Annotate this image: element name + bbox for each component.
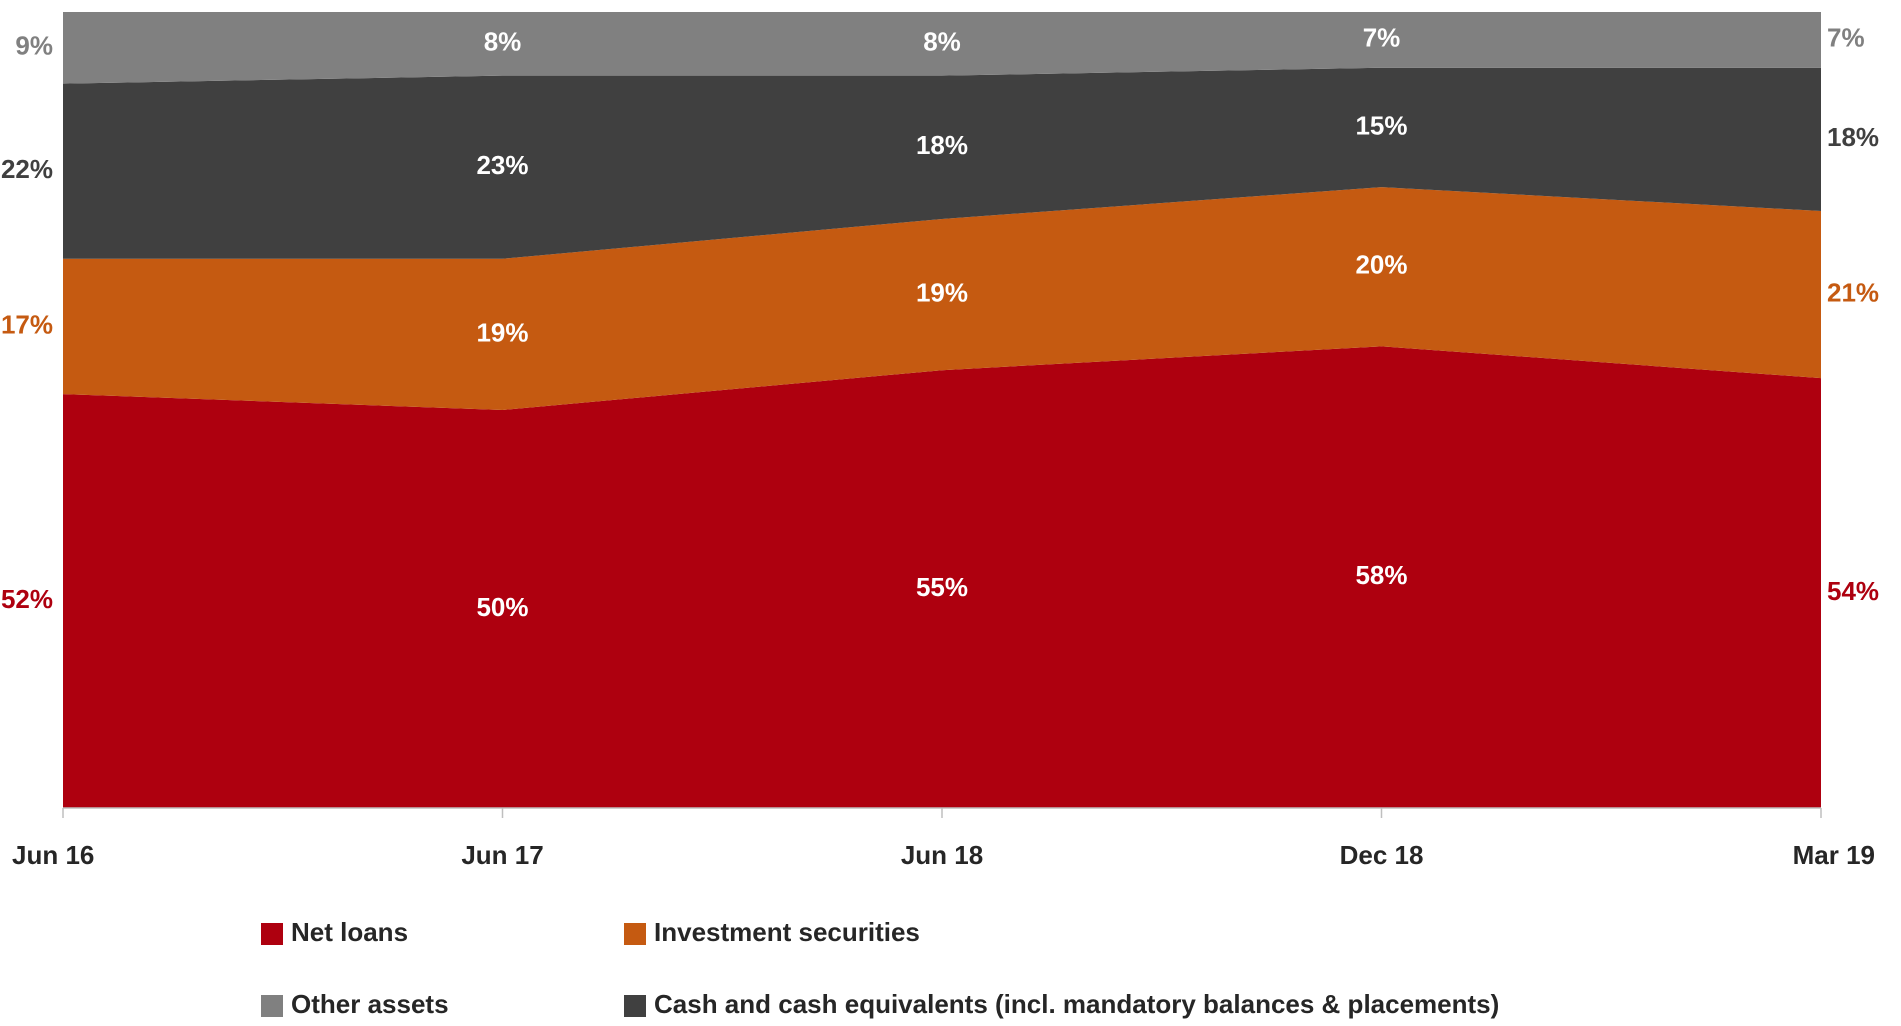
x-tick-label: Dec 18 — [1340, 840, 1424, 870]
data-label: 17% — [1, 309, 53, 339]
data-label: 58% — [1355, 560, 1407, 590]
legend-label: Net loans — [291, 917, 408, 947]
legend-swatch — [261, 995, 283, 1017]
area — [63, 346, 1821, 808]
data-label: 22% — [1, 154, 53, 184]
data-label: 8% — [484, 27, 522, 57]
data-label: 8% — [923, 27, 961, 57]
data-label: 7% — [1363, 23, 1401, 53]
legend-swatch — [624, 923, 646, 945]
data-label: 55% — [916, 572, 968, 602]
data-label: 21% — [1827, 277, 1879, 307]
x-tick-label: Jun 17 — [461, 840, 543, 870]
x-tick-label: Mar 19 — [1793, 840, 1875, 870]
area — [63, 12, 1821, 84]
data-label: 20% — [1355, 250, 1407, 280]
legend-label: Investment securities — [654, 917, 920, 947]
data-label: 50% — [476, 592, 528, 622]
data-label: 19% — [476, 317, 528, 347]
data-label: 18% — [1827, 122, 1879, 152]
data-label: 9% — [15, 31, 53, 61]
legend-swatch — [624, 995, 646, 1017]
area — [63, 67, 1821, 259]
data-label: 7% — [1827, 23, 1865, 53]
data-label: 18% — [916, 130, 968, 160]
data-label: 15% — [1355, 110, 1407, 140]
legend-swatch — [261, 923, 283, 945]
data-label: 54% — [1827, 576, 1879, 606]
data-label: 52% — [1, 584, 53, 614]
area — [63, 187, 1821, 410]
x-tick-label: Jun 18 — [901, 840, 983, 870]
data-label: 19% — [916, 277, 968, 307]
legend-label: Cash and cash equivalents (incl. mandato… — [654, 989, 1499, 1019]
data-label: 23% — [476, 150, 528, 180]
x-tick-label: Jun 16 — [12, 840, 94, 870]
legend-label: Other assets — [291, 989, 449, 1019]
